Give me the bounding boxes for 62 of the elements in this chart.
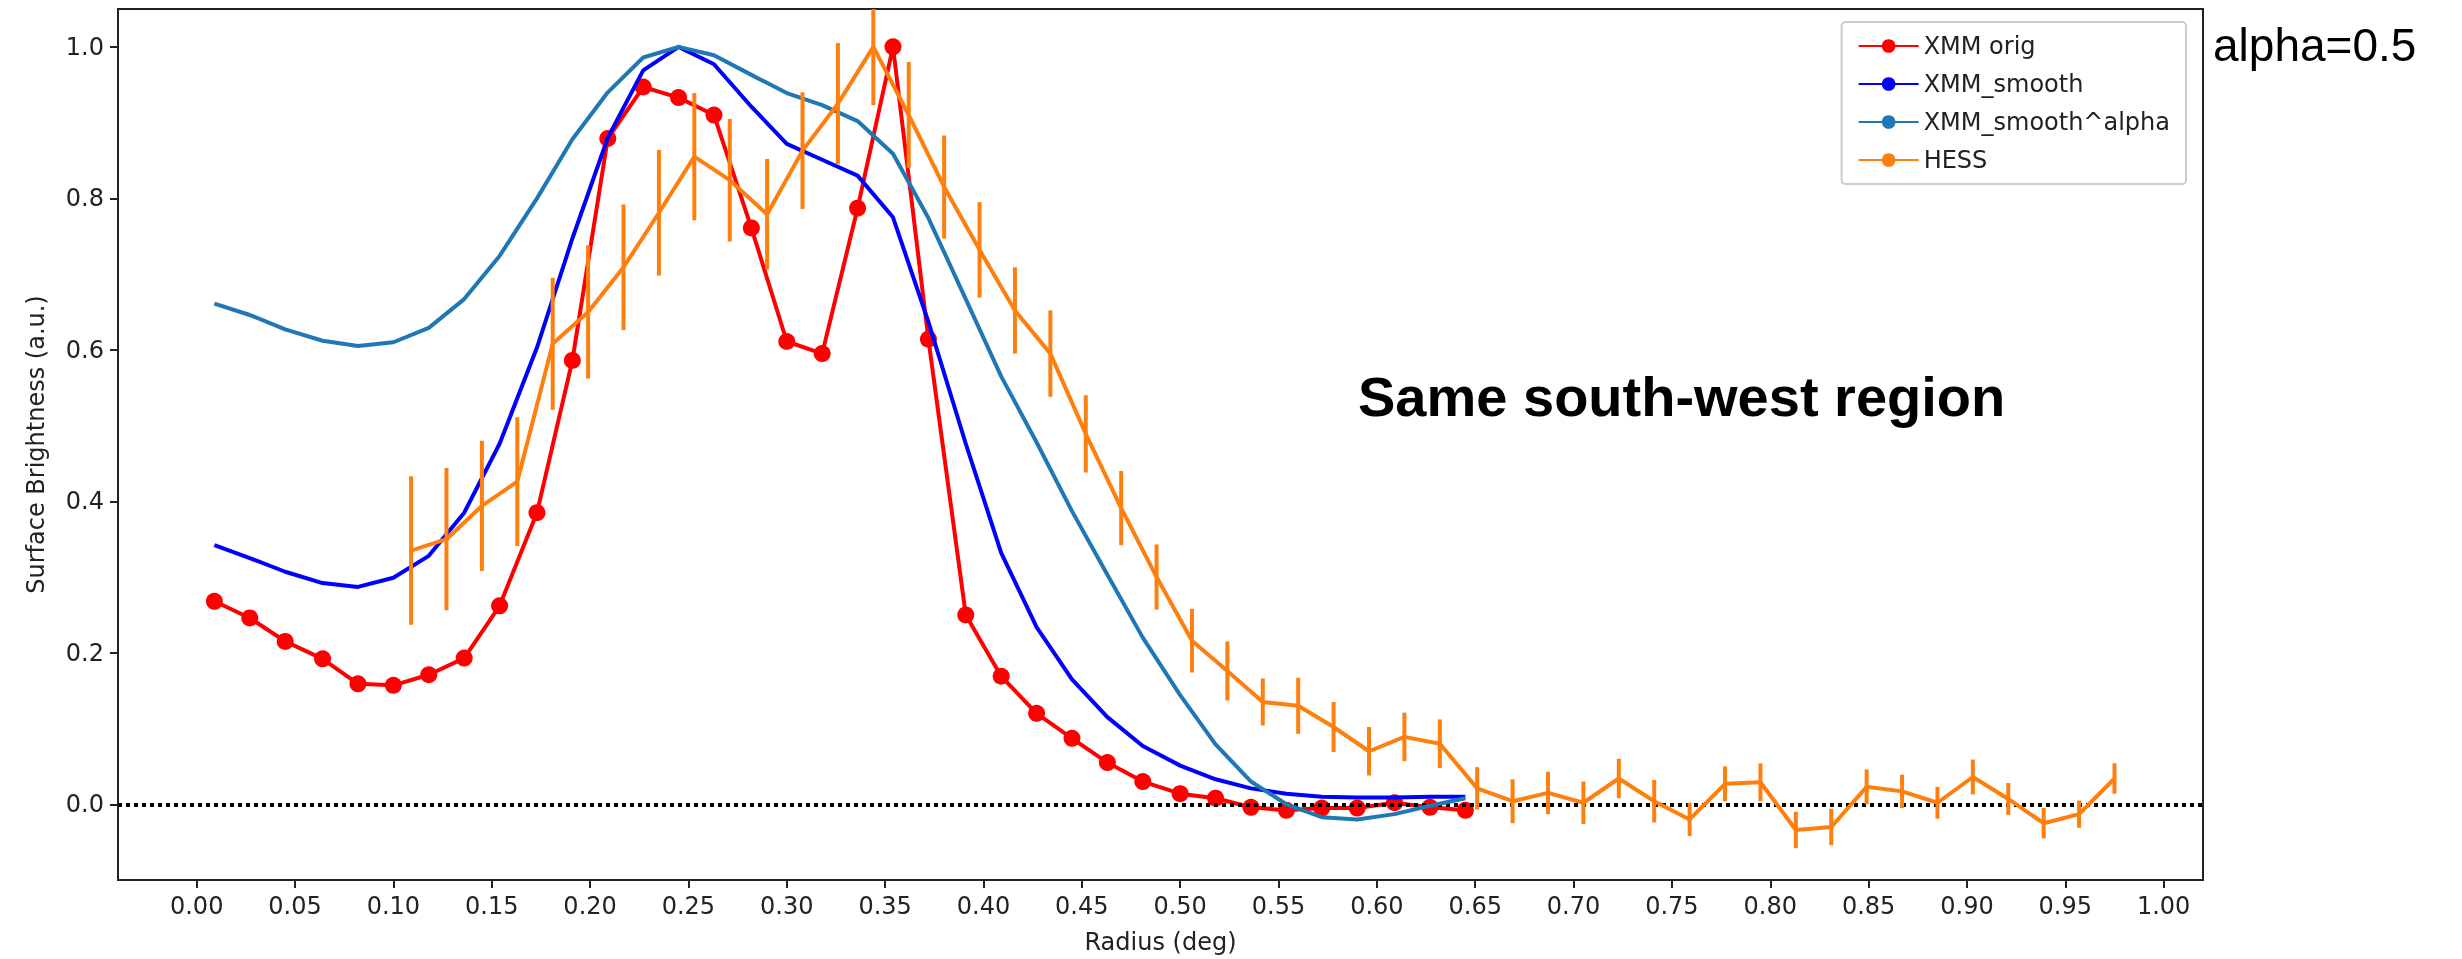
point <box>884 38 902 56</box>
x-axis-title: Radius (deg) <box>1084 928 1237 956</box>
point <box>455 649 473 667</box>
y-tick-label: 0.2 <box>65 638 104 667</box>
point <box>241 609 259 627</box>
legend-label: XMM orig <box>1923 32 2036 60</box>
point <box>276 632 294 650</box>
x-tick-label: 0.95 <box>2038 892 2093 920</box>
annotation: Same south-west region <box>1358 364 2006 428</box>
point <box>1134 773 1152 791</box>
point <box>705 106 723 124</box>
x-tick-label: 0.80 <box>1743 892 1797 920</box>
point <box>1098 754 1116 772</box>
point <box>420 666 438 684</box>
y-axis-title: Surface Brightness (a.u.) <box>22 295 50 594</box>
point <box>205 592 223 610</box>
x-tick-label: 0.85 <box>1841 892 1896 920</box>
point <box>849 199 867 217</box>
point <box>670 89 688 107</box>
point <box>1063 729 1081 747</box>
x-tick-label: 0.65 <box>1448 892 1502 920</box>
point <box>742 219 760 237</box>
y-tick-label: 0.0 <box>65 790 104 819</box>
x-tick-label: 0.50 <box>1153 892 1207 920</box>
point <box>349 675 367 693</box>
point <box>1456 801 1474 819</box>
y-tick-label: 0.4 <box>65 487 104 516</box>
point <box>528 504 546 522</box>
x-tick-label: 0.20 <box>563 892 617 920</box>
y-tick-label: 1.0 <box>65 32 104 61</box>
x-tick-label: 0.70 <box>1546 892 1601 920</box>
x-tick-label: 0.10 <box>366 892 421 920</box>
y-tick-label: 0.8 <box>65 184 104 213</box>
point <box>1171 785 1189 803</box>
y-tick-label: 0.6 <box>65 335 104 364</box>
x-tick-label: 0.90 <box>1940 892 1994 920</box>
point <box>563 351 581 369</box>
legend-label: XMM_smooth^alpha <box>1923 108 2171 136</box>
x-tick-label: 0.75 <box>1645 892 1699 920</box>
point <box>491 597 509 615</box>
x-tick-label: 0.25 <box>661 892 716 920</box>
x-tick-label: 1.00 <box>2136 892 2191 920</box>
x-tick-label: 0.45 <box>1055 892 1109 920</box>
point <box>813 345 831 363</box>
x-tick-label: 0.15 <box>465 892 519 920</box>
x-tick-label: 0.30 <box>760 892 814 920</box>
point <box>314 650 332 668</box>
point <box>1207 789 1225 807</box>
x-tick-label: 0.55 <box>1251 892 1306 920</box>
point <box>384 676 402 694</box>
text: alpha=0.5 <box>2213 19 2417 71</box>
point <box>1028 704 1046 722</box>
point <box>992 667 1010 685</box>
x-tick-label: 0.60 <box>1350 892 1404 920</box>
legend-label: XMM_smooth <box>1923 70 2084 98</box>
point <box>957 606 975 624</box>
x-tick-label: 0.05 <box>268 892 322 920</box>
legend-label: HESS <box>1923 146 1988 174</box>
point <box>778 333 796 350</box>
x-tick-label: 0.35 <box>858 892 912 920</box>
x-tick-label: 0.40 <box>956 892 1011 920</box>
x-tick-label: 0.00 <box>169 892 224 920</box>
